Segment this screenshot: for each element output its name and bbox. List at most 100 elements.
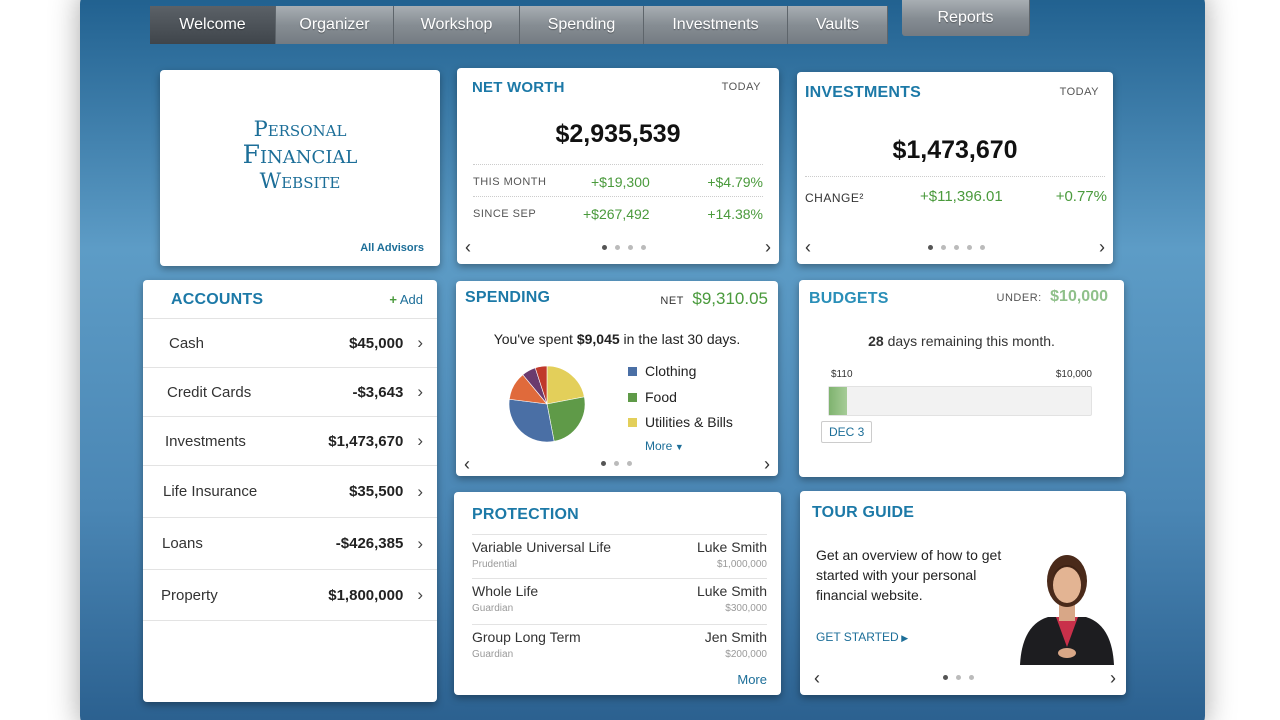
policy-name: Group Long Term	[472, 629, 581, 645]
divider	[805, 176, 1105, 177]
carousel-dot[interactable]	[614, 461, 619, 466]
tab-investments[interactable]: Investments	[644, 6, 788, 44]
tab-spending[interactable]: Spending	[520, 6, 644, 44]
card-title: NET WORTH	[472, 79, 565, 96]
prev-arrow-icon[interactable]: ‹	[464, 454, 470, 474]
tab-vaults[interactable]: Vaults	[788, 6, 888, 44]
account-value: $45,000	[349, 334, 404, 352]
stat-amount: +$19,300	[591, 174, 650, 190]
tab-organizer[interactable]: Organizer	[276, 6, 394, 44]
divider	[473, 196, 763, 197]
policy-person: Luke Smith	[696, 583, 767, 599]
protection-more-link[interactable]: More	[737, 672, 767, 687]
carousel-dot[interactable]	[967, 245, 972, 250]
period-label: TODAY	[721, 81, 761, 93]
account-value: $35,500	[349, 483, 404, 500]
carousel-dot[interactable]	[941, 245, 946, 250]
account-row-loans[interactable]: Loans -$426,385 ›	[143, 517, 437, 569]
budget-date-marker: DEC 3	[821, 421, 873, 443]
policy-amount: $300,000	[725, 603, 767, 614]
carousel-dot[interactable]	[615, 245, 620, 250]
carousel-dot[interactable]	[954, 245, 959, 250]
logo-line-3: Website	[259, 169, 341, 193]
carousel-dot[interactable]	[641, 245, 646, 250]
carousel-dot[interactable]	[969, 675, 974, 680]
next-arrow-icon[interactable]: ›	[765, 237, 771, 257]
spending-more-link[interactable]: More ▼	[645, 439, 684, 453]
prev-arrow-icon[interactable]: ‹	[465, 237, 471, 257]
account-row-life-insurance[interactable]: Life Insurance $35,500 ›	[143, 465, 437, 517]
protection-row[interactable]: Variable Universal Life Prudential Luke …	[472, 534, 767, 578]
card-title: SPENDING	[465, 289, 551, 306]
card-title: TOUR GUIDE	[812, 504, 915, 521]
pie-slice	[534, 365, 548, 405]
logo-line-2: Financial	[242, 140, 358, 169]
account-name: Investments	[165, 432, 246, 450]
prev-arrow-icon[interactable]: ‹	[814, 668, 820, 688]
protection-row[interactable]: Group Long Term Guardian Jen Smith $200,…	[472, 624, 767, 668]
investments-card: INVESTMENTS TODAY $1,473,670 CHANGE² +$1…	[797, 72, 1113, 264]
carousel-dot[interactable]	[943, 675, 948, 680]
plus-icon: +	[389, 292, 397, 307]
account-row-credit-cards[interactable]: Credit Cards -$3,643 ›	[143, 367, 437, 416]
carousel-dot[interactable]	[928, 245, 933, 250]
carousel-dot[interactable]	[956, 675, 961, 680]
policy-amount: $1,000,000	[716, 559, 767, 570]
spending-card: SPENDING NET $9,310.05 You've spent $9,0…	[456, 281, 778, 476]
carousel-dot[interactable]	[980, 245, 985, 250]
account-value: $1,800,000	[328, 586, 404, 604]
account-name: Cash	[169, 334, 205, 352]
tour-description: Get an overview of how to get started wi…	[816, 547, 1002, 603]
get-started-link[interactable]: GET STARTED ▶	[816, 630, 908, 644]
pie-slice	[508, 398, 555, 443]
policy-provider: Guardian	[472, 603, 514, 614]
divider	[473, 164, 763, 165]
pie-slice	[546, 365, 585, 405]
cta-label: GET STARTED	[816, 630, 899, 644]
account-row-cash[interactable]: Cash $45,000 ›	[143, 318, 437, 367]
chevron-right-icon: ›	[417, 585, 423, 604]
carousel-dot[interactable]	[628, 245, 633, 250]
legend-swatch	[628, 366, 637, 376]
spending-pie-chart	[508, 365, 586, 443]
stat-row: SINCE SEP +$267,492 +14.38%	[473, 206, 763, 226]
account-value: -$3,643	[352, 383, 404, 401]
carousel-dot[interactable]	[602, 245, 607, 250]
account-row-property[interactable]: Property $1,800,000 ›	[143, 569, 437, 621]
account-name: Life Insurance	[163, 483, 258, 500]
legend-swatch	[628, 417, 637, 427]
carousel-dots	[928, 245, 985, 250]
tab-reports[interactable]: Reports	[902, 0, 1030, 36]
all-advisors-link[interactable]: All Advisors	[360, 242, 424, 254]
prev-arrow-icon[interactable]: ‹	[805, 237, 811, 257]
next-arrow-icon[interactable]: ›	[1110, 668, 1116, 688]
protection-row[interactable]: Whole Life Guardian Luke Smith $300,000	[472, 578, 767, 622]
policy-provider: Prudential	[472, 559, 518, 570]
policy-amount: $200,000	[725, 649, 767, 660]
play-icon: ▶	[898, 633, 909, 643]
add-account-button[interactable]: + Add	[389, 292, 423, 307]
chevron-right-icon: ›	[417, 431, 423, 450]
card-title: PROTECTION	[472, 506, 579, 523]
account-name: Loans	[162, 535, 203, 552]
change-label: CHANGE²	[805, 191, 864, 205]
account-row-investments[interactable]: Investments $1,473,670 ›	[143, 416, 437, 465]
next-arrow-icon[interactable]: ›	[764, 454, 770, 474]
tour-guide-presenter-image	[1020, 555, 1114, 665]
tab-welcome[interactable]: Welcome	[150, 6, 276, 44]
protection-card: PROTECTION Variable Universal Life Prude…	[454, 492, 781, 695]
budget-under: UNDER: $10,000	[997, 288, 1108, 306]
spending-summary: You've spent $9,045 in the last 30 days.	[456, 331, 778, 347]
pie-slice	[546, 396, 586, 442]
legend-label: Clothing	[645, 363, 697, 379]
carousel-dot[interactable]	[627, 461, 632, 466]
account-value: -$426,385	[335, 535, 404, 552]
policy-person: Jen Smith	[704, 629, 767, 645]
accounts-card: ACCOUNTS + Add Cash $45,000 › Credit Car…	[143, 280, 437, 702]
carousel-dot[interactable]	[601, 461, 606, 466]
next-arrow-icon[interactable]: ›	[1099, 237, 1105, 257]
account-name: Property	[161, 586, 218, 604]
budget-min-label: $110	[831, 369, 853, 380]
tab-workshop[interactable]: Workshop	[394, 6, 520, 44]
chevron-right-icon: ›	[417, 333, 423, 352]
